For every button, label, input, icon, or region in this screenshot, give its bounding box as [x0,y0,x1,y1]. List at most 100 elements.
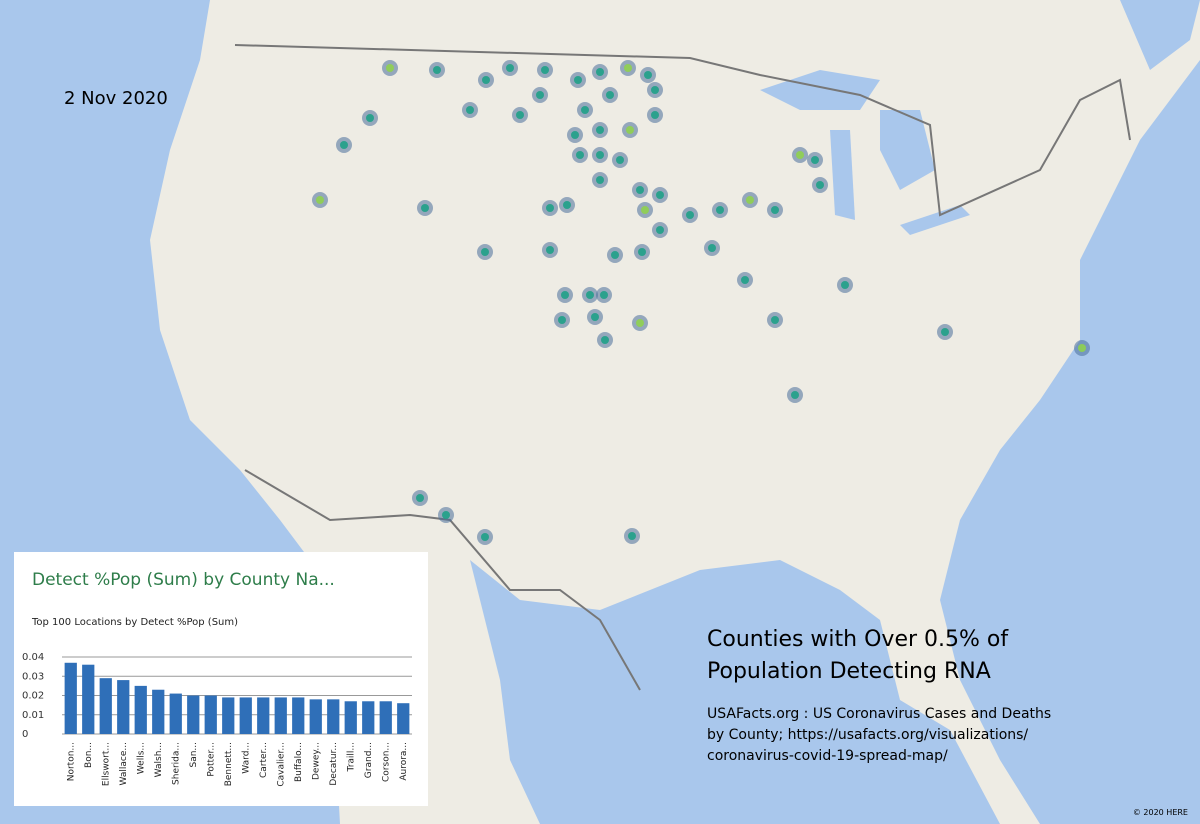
heat-core [596,151,604,159]
bar [169,693,182,734]
heat-core [641,206,649,214]
bar [64,662,77,734]
heat-core [546,204,554,212]
lake-huron [880,110,935,190]
heat-core [482,76,490,84]
heat-core [651,111,659,119]
heat-core [741,276,749,284]
heat-core [506,64,514,72]
heat-dots [312,60,1090,545]
heat-core [541,66,549,74]
heat-core [686,211,694,219]
heat-core [481,248,489,256]
y-tick-label: 0.01 [22,710,44,721]
border-south [244,469,641,691]
source-line: coronavirus-covid-19-spread-map/ [707,748,948,764]
heat-core [416,494,424,502]
atlantic-ocean [940,60,1200,824]
heat-core [708,244,716,252]
heat-core [716,206,724,214]
x-tick-label: Walsh... [154,742,164,777]
x-tick-label: Sherida... [171,742,181,785]
heat-core [651,86,659,94]
bar [257,697,270,734]
heat-core [561,291,569,299]
heat-core [421,204,429,212]
bar [222,697,235,734]
heat-core [611,251,619,259]
heat-core [644,71,652,79]
copyright: © 2020 HERE [1132,808,1188,817]
heat-core [626,126,634,134]
x-tick-label: Bennett... [224,742,234,786]
title-line: Population Detecting RNA [707,659,991,684]
bar [397,703,410,734]
border-north [234,44,1131,217]
heat-core [563,201,571,209]
heat-core [466,106,474,114]
x-tick-label: Grand... [364,742,374,778]
heat-core [636,186,644,194]
heat-core [596,176,604,184]
heat-core [600,291,608,299]
bar [204,695,217,734]
source-line: by County; https://usafacts.org/visualiz… [707,727,1029,743]
heat-core [811,156,819,164]
x-tick-label: Ward... [241,742,251,774]
heat-core [442,511,450,519]
chart-subtitle: Top 100 Locations by Detect %Pop (Sum) [31,617,238,628]
heat-core [816,181,824,189]
heat-core [536,91,544,99]
bar [187,695,200,734]
x-tick-label: Aurora... [399,742,409,781]
heat-core [596,68,604,76]
heat-core [591,313,599,321]
heat-core [941,328,949,336]
x-tick-label: Wallace... [119,742,129,785]
x-tick-label: Wells... [136,742,146,774]
bar [117,680,130,734]
heat-core [746,196,754,204]
y-tick-label: 0.03 [22,671,44,682]
heat-core [571,131,579,139]
heat-core [616,156,624,164]
bar [292,697,305,734]
y-tick-label: 0 [22,729,28,740]
x-tick-label: Traill... [346,742,356,772]
bar [362,701,375,734]
x-tick-label: Corson... [381,742,391,782]
heat-core [606,91,614,99]
heat-core [771,316,779,324]
bar [344,701,357,734]
heat-core [791,391,799,399]
bar [309,699,322,734]
lake-michigan [830,130,855,220]
y-tick-label: 0.04 [22,652,44,663]
heat-core [546,246,554,254]
x-tick-label: Cavalier... [276,742,286,787]
title-line: Counties with Over 0.5% of [707,627,1009,652]
x-tick-label: Carter... [259,742,269,778]
heat-core [481,533,489,541]
x-tick-label: Ellswort... [101,742,111,786]
heat-core [771,206,779,214]
bar [82,664,95,734]
y-tick-label: 0.02 [22,691,44,702]
gulf-st-lawrence [1050,0,1200,70]
chart-title: Detect %Pop (Sum) by County Na... [32,570,335,590]
lake-erie [900,205,970,235]
heat-core [576,151,584,159]
source-line: USAFacts.org : US Coronavirus Cases and … [707,706,1052,722]
heat-core [636,319,644,327]
heat-core [624,64,632,72]
heat-core [638,248,646,256]
heat-core [628,532,636,540]
heat-core [433,66,441,74]
bar [152,689,165,734]
chart: Detect %Pop (Sum) by County Na... Top 10… [22,570,412,787]
annotation-source: USAFacts.org : US Coronavirus Cases and … [707,704,1051,767]
heat-core [316,196,324,204]
x-tick-label: Norton... [66,742,76,781]
heat-core [340,141,348,149]
